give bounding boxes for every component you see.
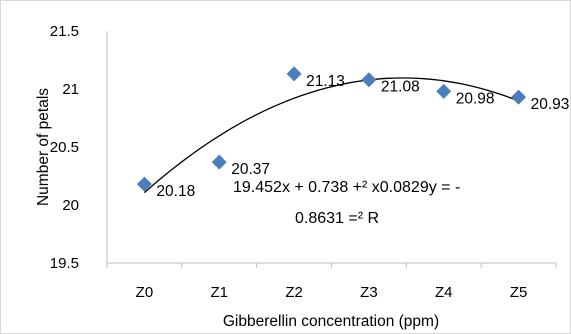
x-tick-labels: Z0 Z1 Z2 Z3 Z4 Z5 <box>136 284 528 301</box>
data-label: 21.08 <box>381 79 420 96</box>
trendline <box>143 77 519 194</box>
y-tick-label: 21 <box>62 81 79 98</box>
data-label: 20.98 <box>456 90 495 107</box>
data-point <box>286 66 302 82</box>
data-point <box>211 154 227 170</box>
x-tick-label: Z0 <box>136 284 154 301</box>
data-label: 20.18 <box>156 183 195 200</box>
x-tick-marks <box>106 263 557 268</box>
x-tick-label: Z4 <box>435 284 453 301</box>
trendline-equation-line2: 0.8631 =² R <box>295 210 379 227</box>
trendline-equation-line1: 19.452x + 0.738 +² x0.0829y = - <box>233 179 460 196</box>
data-label: 21.13 <box>306 73 345 90</box>
data-point <box>436 83 452 99</box>
data-labels: 20.18 20.37 21.13 21.08 20.98 20.93 <box>156 73 569 200</box>
y-tick-label: 20.5 <box>50 139 79 156</box>
data-point <box>136 176 152 192</box>
x-tick-label: Z1 <box>210 284 228 301</box>
x-tick-label: Z3 <box>360 284 378 301</box>
data-point <box>511 89 527 105</box>
y-tick-label: 20 <box>62 197 79 214</box>
x-tick-label: Z2 <box>285 284 303 301</box>
y-axis-title: Number of petals <box>35 88 52 206</box>
x-tick-label: Z5 <box>510 284 528 301</box>
data-points <box>136 66 527 192</box>
y-tick-label: 21.5 <box>50 23 79 40</box>
data-label: 20.93 <box>531 96 570 113</box>
data-label: 20.37 <box>231 161 270 178</box>
data-point <box>361 72 377 88</box>
y-tick-labels: 19.5 20 20.5 21 21.5 <box>50 23 79 272</box>
y-tick-label: 19.5 <box>50 255 79 272</box>
x-axis-title: Gibberellin concentration (ppm) <box>223 313 439 330</box>
